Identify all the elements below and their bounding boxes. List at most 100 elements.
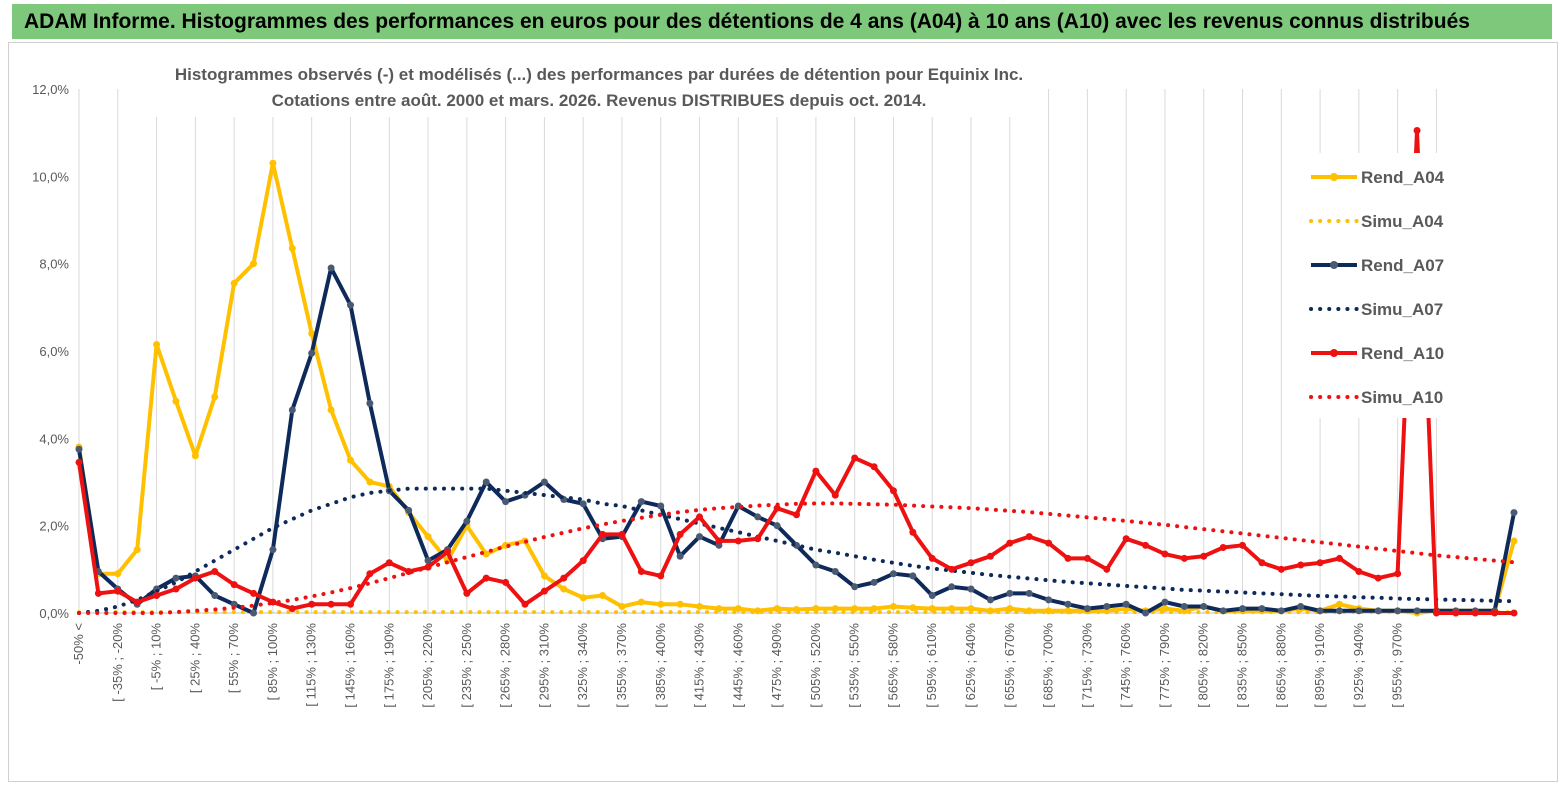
data-point [114,570,122,578]
data-point [1355,568,1363,576]
x-tick-label: [ 205% ; 220% [420,623,435,708]
data-point [1219,607,1227,615]
data-point [1413,607,1421,615]
data-point [327,264,335,272]
data-point [696,513,704,521]
data-point [1161,605,1169,613]
data-point [521,600,529,608]
x-tick-label: [ 775% ; 790% [1157,623,1172,708]
data-point [172,574,180,582]
x-tick-label: [ 895% ; 910% [1312,623,1327,708]
data-point [1083,554,1091,562]
data-point [889,570,897,578]
data-point [540,572,548,580]
y-tick-label: 0,0% [39,606,69,621]
data-point [1335,554,1343,562]
data-point [308,600,316,608]
data-point [1258,605,1266,613]
data-point [482,478,490,486]
data-point [327,406,335,414]
x-tick-label: [ 595% ; 610% [924,623,939,708]
x-tick-label: [ 265% ; 280% [498,623,513,708]
data-point [560,574,568,582]
series-simu-a07 [77,486,1516,615]
data-point [1045,539,1053,547]
data-point [133,598,141,606]
data-point [114,587,122,595]
series-line [77,501,1516,615]
data-point [502,578,510,586]
data-point [191,574,199,582]
vertical-gridlines [78,89,1437,613]
data-point [211,592,219,600]
data-point [1122,535,1130,543]
data-point [734,605,742,613]
data-point [1277,607,1285,615]
data-point [657,600,665,608]
x-tick-label: [ 415% ; 430% [692,623,707,708]
data-point [424,533,432,541]
legend-label: Rend_A07 [1361,256,1444,275]
data-point [1297,602,1305,610]
data-point [482,550,490,558]
data-point [870,578,878,586]
data-point [327,600,335,608]
series-line [77,486,1516,615]
x-tick-label: [ 355% ; 370% [614,623,629,708]
data-point [676,530,684,538]
series-line [77,128,1514,615]
data-point [909,572,917,580]
data-point [967,585,975,593]
x-tick-label: [ 715% ; 730% [1079,623,1094,708]
data-point [405,506,413,514]
legend-entry: Simu_A10 [1309,388,1443,407]
data-point [696,602,704,610]
legend-entry: Simu_A04 [1309,212,1444,231]
data-point [1180,602,1188,610]
data-point [1316,607,1324,615]
chart-title-block: Histogrammes observés (-) et modélisés (… [154,55,1044,117]
legend-label: Rend_A10 [1361,344,1444,363]
data-point [1045,607,1053,615]
y-axis: 0,0% 2,0% 4,0% 6,0% 8,0% 10,0% 12,0% [32,82,69,621]
legend-background [1299,153,1479,418]
chart-frame: 0,0% 2,0% 4,0% 6,0% 8,0% 10,0% 12,0% -50% < [ -… [8,42,1558,782]
legend-entry: Rend_A04 [1311,168,1445,187]
data-point [75,445,83,453]
x-tick-label: [ 625% ; 640% [963,623,978,708]
data-point [211,568,219,576]
data-point [1200,602,1208,610]
legend-marker [1330,261,1338,269]
data-point [1103,602,1111,610]
x-tick-label: [ 115% ; 130% [304,623,319,707]
data-point [1025,533,1033,541]
y-tick-label: 2,0% [39,519,69,534]
data-point [133,546,141,554]
legend-label: Rend_A04 [1361,168,1445,187]
y-tick-label: 12,0% [32,82,69,97]
data-point [967,605,975,613]
data-point [269,159,277,167]
data-point [269,546,277,554]
report-title: ADAM Informe. Histogrammes des performan… [24,10,1470,33]
data-point [637,568,645,576]
data-point [928,554,936,562]
data-point [1006,589,1014,597]
data-point [230,600,238,608]
series-layer [75,126,1518,617]
x-tick-label: [ 535% ; 550% [847,623,862,708]
x-tick-label: [ 175% ; 190% [381,623,396,708]
data-point [1239,541,1247,549]
data-point [1510,509,1518,517]
x-tick-label: [ 685% ; 700% [1041,623,1056,708]
data-point [1122,600,1130,608]
data-point [831,568,839,576]
data-point [1471,609,1479,617]
x-tick-label: [ 865% ; 880% [1273,623,1288,708]
x-axis: -50% < [ -35% ; -20% [ -5% ; 10% [ 25% ; 40… [71,612,1514,708]
report-banner: ADAM Informe. Histogrammes des performan… [12,4,1552,39]
data-point [734,537,742,545]
data-point [1142,541,1150,549]
x-tick-label: [ -35% ; -20% [110,623,125,702]
data-point [230,581,238,589]
